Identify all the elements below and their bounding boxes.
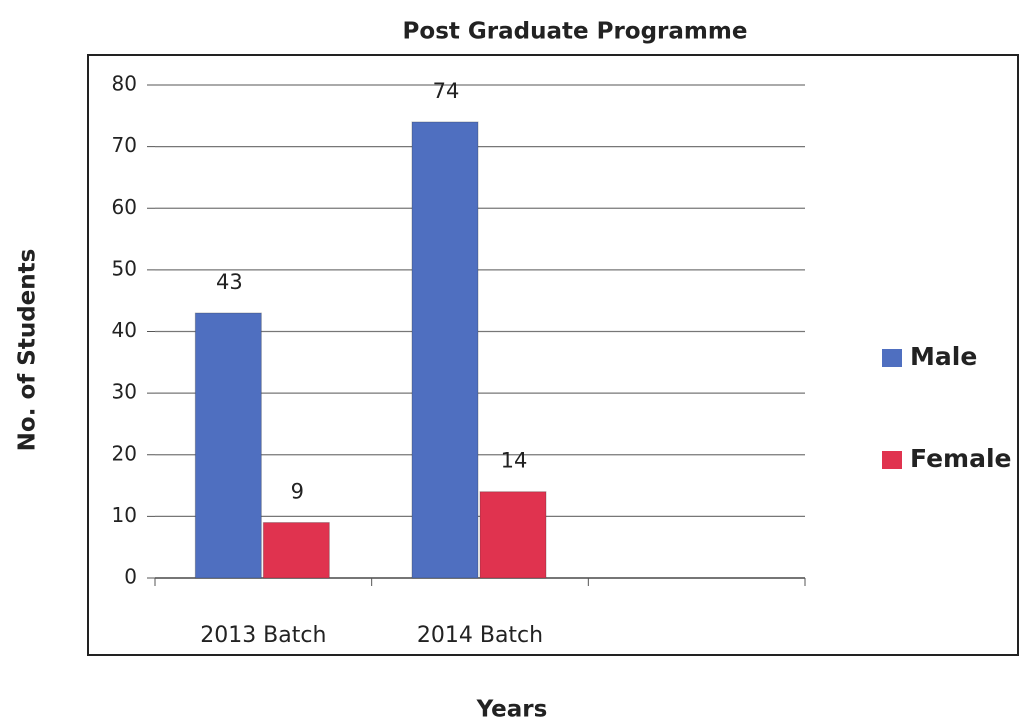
y-axis-label: No. of Students <box>15 249 41 452</box>
data-label: 43 <box>216 270 243 294</box>
chart-frame <box>87 54 1019 656</box>
legend-label: Male <box>910 342 977 371</box>
bar <box>262 522 330 579</box>
legend-swatch <box>882 349 902 367</box>
y-tick-label: 70 <box>112 133 137 157</box>
bar <box>479 491 547 579</box>
x-tick-label: 2014 Batch <box>417 623 543 648</box>
y-tick-label: 50 <box>112 256 137 280</box>
y-tick-label: 30 <box>112 380 137 404</box>
legend-label: Female <box>910 444 1011 473</box>
data-label: 9 <box>291 480 304 504</box>
bar <box>194 312 262 579</box>
x-tick-label: 2013 Batch <box>200 623 326 648</box>
data-label: 74 <box>433 79 460 103</box>
x-axis-label: Years <box>476 697 548 723</box>
y-tick-label: 10 <box>112 503 137 527</box>
data-label: 14 <box>501 449 528 473</box>
chart-title: Post Graduate Programme <box>403 19 748 45</box>
y-tick-label: 0 <box>124 565 137 589</box>
y-tick-label: 20 <box>112 441 137 465</box>
y-tick-label: 60 <box>112 195 137 219</box>
legend-swatch <box>882 451 902 469</box>
y-tick-label: 40 <box>112 318 137 342</box>
y-tick-label: 80 <box>112 72 137 96</box>
bar <box>411 121 479 579</box>
